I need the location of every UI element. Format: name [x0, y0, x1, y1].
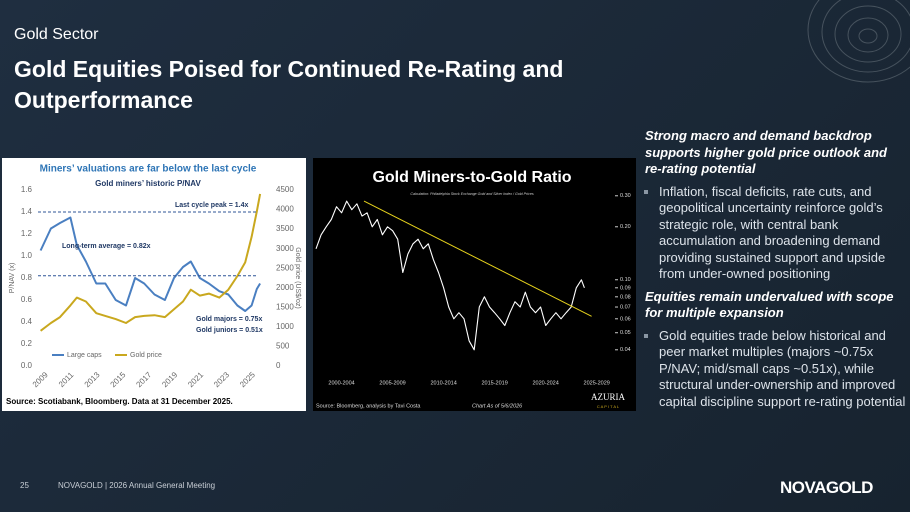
chart-source: Source: Bloomberg, analysis by Tavi Cost… — [316, 403, 421, 409]
date-note: Chart As of 5/6/2026 — [472, 403, 523, 409]
y2-tick-label: 3000 — [276, 244, 294, 253]
y-tick-label: 0.07 — [620, 304, 631, 310]
y-tick-label: 0.08 — [620, 294, 631, 300]
annotation: Gold juniors = 0.51x — [196, 327, 263, 334]
text-column: Strong macro and demand backdrop support… — [645, 128, 907, 416]
annotation: Long-term average = 0.82x — [62, 243, 151, 250]
x-tick-label: 2020-2024 — [533, 380, 559, 386]
y-tick-label: 0.6 — [21, 295, 33, 304]
heading: Strong macro and demand backdrop support… — [645, 128, 887, 176]
chart-logo: AZURIA — [591, 392, 625, 402]
page-number: 25 — [20, 481, 29, 490]
y-tick-label: 1.2 — [21, 229, 33, 238]
bullet-list: Inflation, fiscal deficits, rate cuts, a… — [645, 184, 907, 283]
y-tick-label: 0.09 — [620, 285, 631, 291]
trend-line — [363, 200, 592, 317]
y-tick-label: 0.30 — [620, 193, 631, 199]
annotation: Gold majors = 0.75x — [196, 316, 262, 323]
series-line — [39, 216, 261, 312]
bullet: Gold equities trade below historical and… — [659, 328, 907, 411]
logo: NOVAGOLD — [780, 478, 873, 497]
y2-axis-label: Gold price (US$/oz) — [294, 247, 301, 308]
chart-title: Gold Miners-to-Gold Ratio — [372, 169, 571, 186]
y-tick-label: 1.4 — [21, 207, 33, 216]
y-tick-label: 0.06 — [620, 316, 631, 322]
slide-title: Gold Equities Poised for Continued Re-Ra… — [14, 56, 564, 113]
chart-panel — [313, 158, 636, 411]
heading: Equities remain undervalued with scope f… — [645, 288, 894, 321]
y2-tick-label: 500 — [276, 342, 290, 351]
y-tick-label: 0.20 — [620, 224, 631, 230]
series-line — [39, 193, 262, 332]
x-tick-label: 2015-2019 — [481, 380, 507, 386]
bullet: Inflation, fiscal deficits, rate cuts, a… — [659, 184, 907, 283]
y-tick-label: 0.4 — [21, 317, 33, 326]
decor-rings — [807, 0, 910, 83]
y-tick-label: 0.0 — [21, 361, 33, 370]
bullet-list: Gold equities trade below historical and… — [645, 328, 907, 411]
y-tick-label: 1.6 — [21, 185, 33, 194]
legend-label: Large caps — [67, 352, 102, 359]
y-tick-label: 0.05 — [620, 330, 631, 336]
chart-subtitle: Gold miners’ historic P/NAV — [95, 179, 201, 188]
series-line — [315, 200, 585, 351]
y-tick-label: 1.0 — [21, 251, 33, 260]
y2-tick-label: 4500 — [276, 185, 294, 194]
footer-text: NOVAGOLD | 2026 Annual General Meeting — [58, 481, 216, 490]
y2-tick-label: 0 — [276, 361, 281, 370]
x-tick-label: 2025-2029 — [584, 380, 610, 386]
legend-label: Gold price — [130, 352, 162, 359]
y2-tick-label: 2500 — [276, 263, 294, 272]
y2-tick-label: 3500 — [276, 224, 294, 233]
y-axis-label: P/NAV (x) — [9, 263, 16, 294]
x-tick-label: 2010-2014 — [430, 380, 456, 386]
section-label: Gold Sector — [14, 26, 99, 43]
y2-tick-label: 1000 — [276, 322, 294, 331]
y2-tick-label: 1500 — [276, 302, 294, 311]
y2-tick-label: 2000 — [276, 283, 294, 292]
chart-panel — [2, 158, 306, 411]
y-tick-label: 0.8 — [21, 273, 33, 282]
y-tick-label: 0.10 — [620, 277, 631, 283]
y-tick-label: 0.04 — [620, 347, 631, 353]
chart-title: Miners’ valuations are far below the las… — [40, 164, 257, 175]
y2-tick-label: 4000 — [276, 205, 294, 214]
chart-logo: C A P I T A L — [597, 404, 620, 409]
annotation: Last cycle peak = 1.4x — [175, 202, 248, 209]
chart-subtitle: Calculation: Philadelphia Stock Exchange… — [410, 192, 533, 196]
x-tick-label: 2005-2009 — [379, 380, 405, 386]
y-tick-label: 0.2 — [21, 339, 33, 348]
x-tick-label: 2000-2004 — [328, 380, 354, 386]
chart-source: Source: Scotiabank, Bloomberg. Data at 3… — [6, 397, 233, 406]
